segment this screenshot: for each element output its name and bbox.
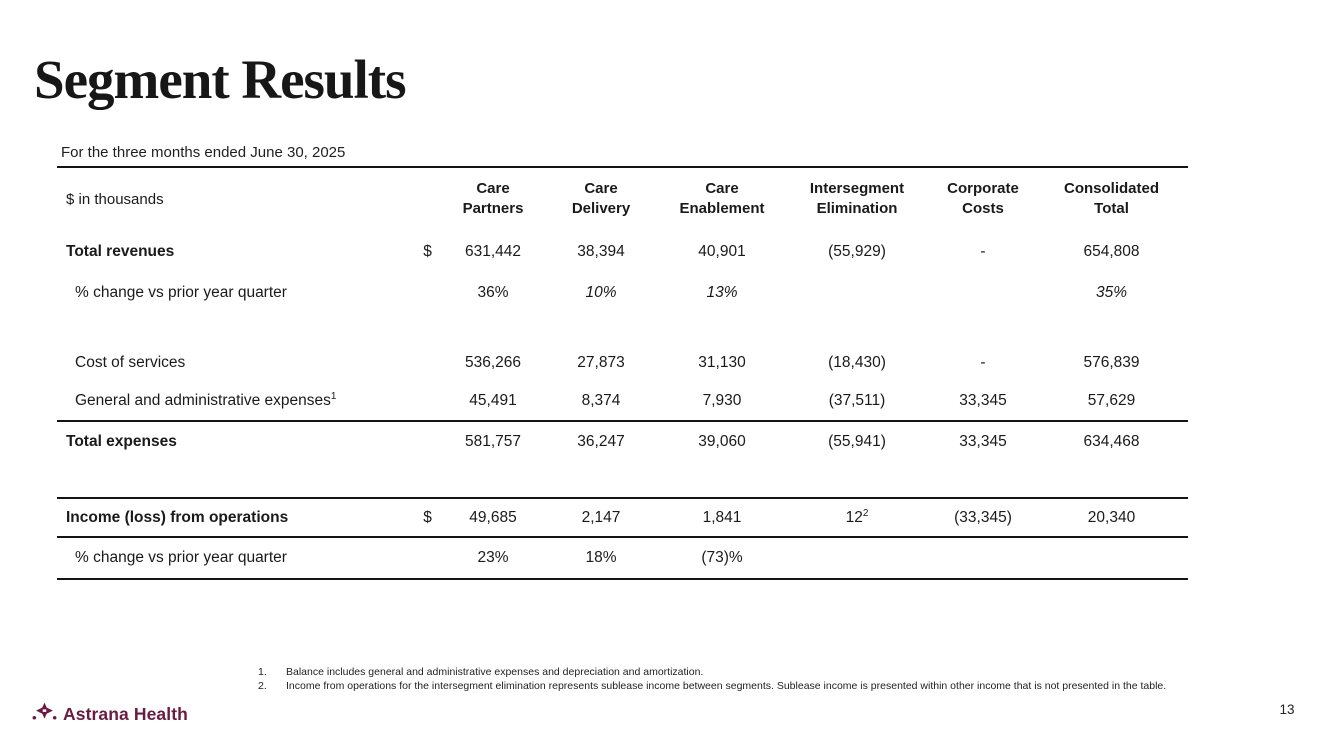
cell-value: 49,685 xyxy=(469,508,517,526)
cell-value: 36% xyxy=(477,284,509,301)
column-header-line: Enablement xyxy=(679,200,765,217)
units-label: $ in thousands xyxy=(66,190,164,208)
column-header-line: Care xyxy=(705,180,739,197)
cell-value: 634,468 xyxy=(1083,432,1140,450)
column-header-intersegment-elimination: Intersegment Elimination xyxy=(783,179,931,219)
cell-value: (18,430) xyxy=(828,354,886,371)
footnote-ref-2: 2 xyxy=(862,507,869,519)
brand-name: Astrana Health xyxy=(63,703,188,724)
segment-results-table: $ in thousands Care Partners Care Delive… xyxy=(57,166,1188,580)
column-header-line: Care xyxy=(584,180,618,197)
cell-value: 57,629 xyxy=(1087,392,1136,409)
footnote-1: 1. Balance includes general and administ… xyxy=(258,666,1194,680)
footnote-number: 1. xyxy=(258,666,267,678)
cell-value: (33,345) xyxy=(954,508,1012,526)
cell-value: 35% xyxy=(1095,284,1128,301)
column-header-line: Total xyxy=(1094,200,1129,217)
cell-value: 36,247 xyxy=(577,432,625,450)
footnote-ref-1: 1 xyxy=(330,390,337,402)
column-header-care-enablement: Care Enablement xyxy=(661,179,783,219)
cell-value: 576,839 xyxy=(1083,354,1140,371)
column-header-care-partners: Care Partners xyxy=(445,179,541,219)
column-header-line: Consolidated xyxy=(1063,180,1159,197)
cell-value: (55,929) xyxy=(828,243,886,260)
column-header-line: Partners xyxy=(462,200,524,217)
cell-value: (37,511) xyxy=(828,392,886,409)
row-label: Cost of services xyxy=(75,354,186,371)
cell-value: 7,930 xyxy=(702,392,742,409)
cell-value: - xyxy=(980,354,986,371)
cell-value: 8,374 xyxy=(581,392,621,409)
page-title: Segment Results xyxy=(34,49,407,110)
column-header-line: Care xyxy=(476,180,510,197)
table-spacer xyxy=(57,312,1188,344)
cell-value: 33,345 xyxy=(959,432,1007,450)
footnotes: 1. Balance includes general and administ… xyxy=(258,666,1194,693)
row-label: Income (loss) from operations xyxy=(66,508,289,526)
cell-value: 39,060 xyxy=(698,432,746,450)
row-income-from-operations: Income (loss) from operations $ 49,685 2… xyxy=(57,499,1188,538)
cell-value: 18% xyxy=(585,549,617,566)
column-header-line: Delivery xyxy=(571,200,631,217)
cell-value: 654,808 xyxy=(1083,243,1140,260)
column-header-line: Elimination xyxy=(816,200,898,217)
footnote-text: Balance includes general and administrat… xyxy=(286,666,704,678)
cell-value: 40,901 xyxy=(698,243,746,260)
row-cost-of-services: Cost of services 536,266 27,873 31,130 (… xyxy=(57,344,1188,382)
row-label: Total expenses xyxy=(66,432,177,450)
cell-value: 31,130 xyxy=(698,354,746,371)
row-general-admin-expenses: General and administrative expenses1 45,… xyxy=(57,382,1188,422)
cell-value: 1,841 xyxy=(702,508,742,526)
dollar-sign: $ xyxy=(423,243,432,260)
period-subtitle: For the three months ended June 30, 2025 xyxy=(61,144,346,161)
cell-value: 38,394 xyxy=(577,243,625,260)
row-total-expenses: Total expenses 581,757 36,247 39,060 (55… xyxy=(57,422,1188,461)
cell-value: - xyxy=(980,243,986,260)
row-label: Total revenues xyxy=(66,243,175,260)
page-number: 13 xyxy=(1279,702,1295,717)
row-total-revenues: Total revenues $ 631,442 38,394 40,901 (… xyxy=(57,230,1188,274)
cell-value: 45,491 xyxy=(469,392,517,409)
cell-value: 10% xyxy=(585,284,617,301)
row-pct-change-income: % change vs prior year quarter 23% 18% (… xyxy=(57,538,1188,580)
row-label: % change vs prior year quarter xyxy=(75,549,287,566)
cell-value: 13% xyxy=(706,284,738,301)
cell-value: 27,873 xyxy=(577,354,625,371)
column-header-care-delivery: Care Delivery xyxy=(541,179,661,219)
column-header-consolidated-total: Consolidated Total xyxy=(1035,179,1188,219)
sparkle-icon xyxy=(32,700,57,728)
cell-value: 536,266 xyxy=(464,354,522,371)
cell-value-text: 12 xyxy=(845,508,863,526)
footnote-text: Income from operations for the intersegm… xyxy=(286,679,1167,692)
column-header-line: Corporate xyxy=(947,180,1019,197)
cell-value: 23% xyxy=(477,549,509,566)
footnote-number: 2. xyxy=(258,679,267,692)
dollar-sign: $ xyxy=(423,508,432,526)
footnote-2: 2. Income from operations for the inters… xyxy=(258,680,1194,694)
row-label: % change vs prior year quarter xyxy=(75,284,287,301)
brand-logo: Astrana Health xyxy=(32,700,188,728)
cell-value: 20,340 xyxy=(1087,508,1136,526)
cell-value: (73)% xyxy=(701,549,743,566)
cell-value: 2,147 xyxy=(581,508,621,526)
column-header-corporate-costs: Corporate Costs xyxy=(931,179,1035,219)
cell-value: (55,941) xyxy=(828,432,886,450)
row-label-text: General and administrative expenses xyxy=(75,392,331,409)
table-spacer xyxy=(57,461,1188,499)
cell-value: 33,345 xyxy=(959,392,1007,409)
cell-value: 581,757 xyxy=(464,432,522,450)
column-header-line: Intersegment xyxy=(809,180,905,197)
row-pct-change-revenues: % change vs prior year quarter 36% 10% 1… xyxy=(57,274,1188,312)
table-header-row: $ in thousands Care Partners Care Delive… xyxy=(57,168,1188,230)
cell-value: 631,442 xyxy=(464,243,522,260)
cell-value: 122 xyxy=(783,507,931,527)
row-label: General and administrative expenses1 xyxy=(57,390,410,410)
column-header-line: Costs xyxy=(962,200,1004,217)
